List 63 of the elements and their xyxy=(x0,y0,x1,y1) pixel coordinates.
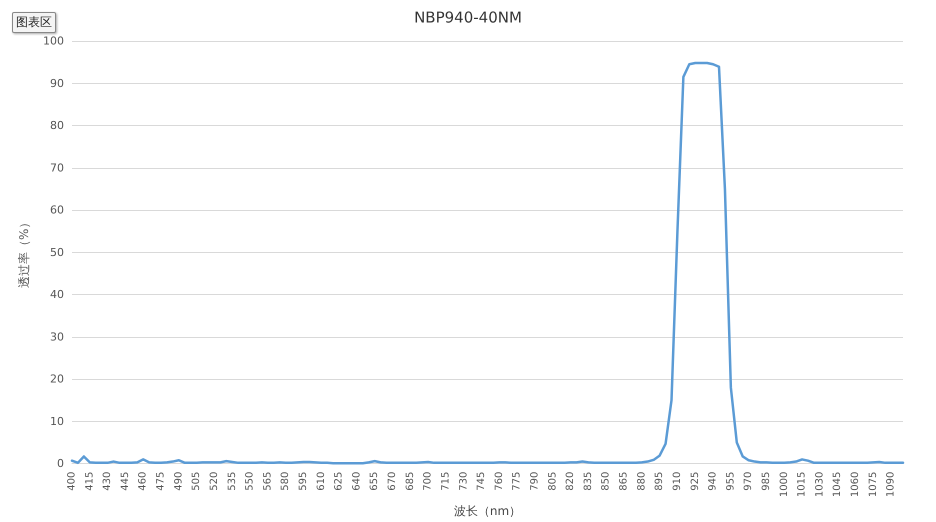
x-tick-label: 625 xyxy=(334,472,345,491)
x-tick-label: 925 xyxy=(690,472,701,491)
x-tick-label: 940 xyxy=(708,472,719,491)
x-tick-label: 880 xyxy=(636,472,648,491)
x-tick-label: 1090 xyxy=(886,472,897,498)
x-tick-label: 655 xyxy=(369,472,380,491)
x-tick-label: 685 xyxy=(404,472,416,491)
y-tick-label: 20 xyxy=(50,372,64,386)
x-tick-label: 955 xyxy=(725,472,736,491)
x-axis-title: 波长（nm） xyxy=(454,504,522,518)
x-tick-label: 1030 xyxy=(814,472,826,498)
x-tick-label: 550 xyxy=(244,472,256,491)
y-axis-title: 透过率（%） xyxy=(17,216,31,288)
text: 图表区 xyxy=(12,12,56,33)
x-tick-label: 895 xyxy=(654,472,666,491)
x-tick-label: 820 xyxy=(565,472,576,491)
y-tick-label: 70 xyxy=(50,161,64,174)
x-tick-label: 505 xyxy=(191,472,202,491)
y-tick-label: 100 xyxy=(43,34,64,48)
x-tick-label: 400 xyxy=(66,472,78,491)
y-tick-label: 0 xyxy=(57,457,64,470)
x-tick-label: 775 xyxy=(512,472,523,491)
x-tick-label: 1000 xyxy=(778,472,790,498)
x-tick-label: 490 xyxy=(173,472,184,491)
x-tick-label: 1075 xyxy=(868,472,879,498)
x-tick-label: 475 xyxy=(156,472,167,491)
x-tick-label: 610 xyxy=(316,472,327,491)
x-tick-label: 640 xyxy=(351,472,362,491)
x-tick-label: 985 xyxy=(760,472,772,491)
x-tick-label: 415 xyxy=(84,472,96,491)
y-tick-label: 60 xyxy=(50,204,64,217)
x-tick-label: 970 xyxy=(743,472,754,491)
x-tick-label: 790 xyxy=(529,472,540,491)
x-tick-label: 730 xyxy=(458,472,470,491)
y-tick-label: 90 xyxy=(50,76,64,90)
x-tick-label: 760 xyxy=(494,472,505,491)
x-tick-label: 865 xyxy=(618,472,630,491)
x-tick-label: 715 xyxy=(440,472,452,491)
x-tick-label: 1045 xyxy=(832,472,844,498)
x-tick-label: 595 xyxy=(298,472,309,491)
x-tick-label: 670 xyxy=(387,472,398,491)
y-tick-label: 40 xyxy=(50,288,64,302)
x-tick-label: 580 xyxy=(280,472,292,491)
y-tick-label: 80 xyxy=(50,119,64,132)
x-tick-label: 850 xyxy=(600,472,612,491)
x-tick-label: 430 xyxy=(102,472,114,491)
chart-title: NBP940-40NM xyxy=(414,8,522,26)
x-tick-label: 805 xyxy=(547,472,558,491)
x-tick-label: 565 xyxy=(262,472,274,491)
x-tick-label: 745 xyxy=(476,472,488,491)
x-tick-label: 1015 xyxy=(796,472,808,498)
x-tick-label: 520 xyxy=(208,472,220,491)
x-tick-label: 1060 xyxy=(850,472,862,498)
x-tick-label: 460 xyxy=(138,472,149,491)
y-tick-label: 10 xyxy=(50,414,64,428)
y-tick-label: 30 xyxy=(50,330,64,344)
x-tick-label: 445 xyxy=(120,472,131,491)
x-tick-label: 835 xyxy=(582,472,594,491)
x-tick-label: 910 xyxy=(672,472,683,491)
line-series xyxy=(70,62,904,464)
x-tick-label: 700 xyxy=(422,472,434,491)
y-tick-label: 50 xyxy=(50,246,64,259)
x-tick-label: 535 xyxy=(226,472,238,491)
